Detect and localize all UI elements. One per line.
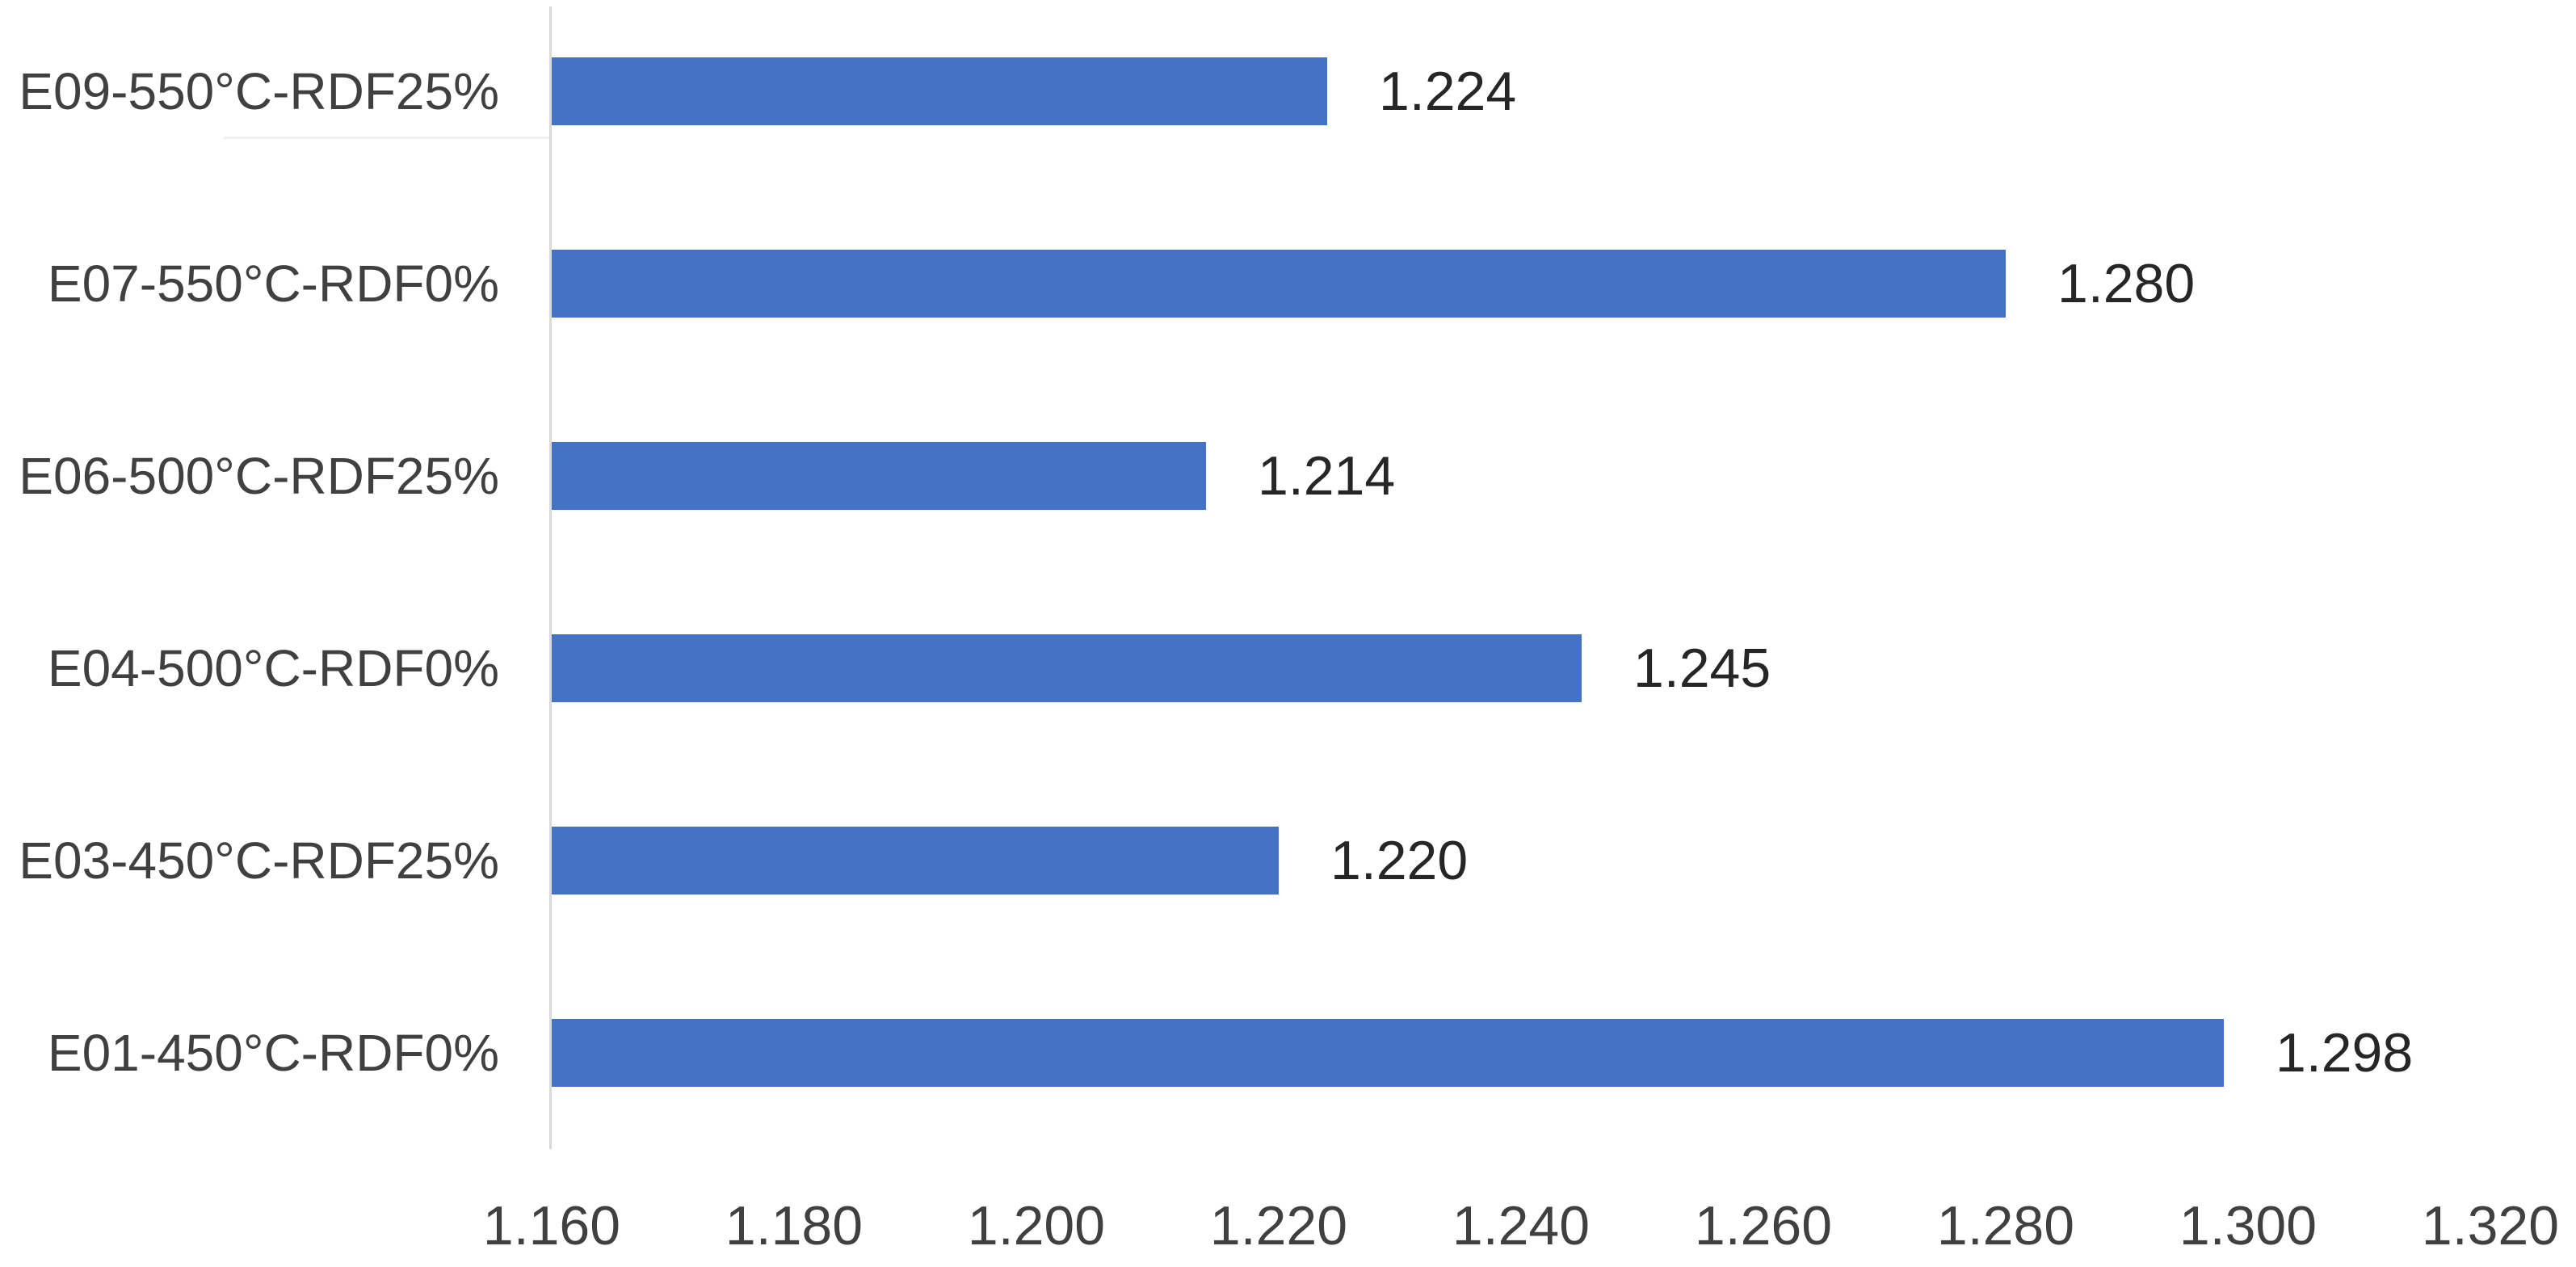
category-label: E04-500°C-RDF0% bbox=[47, 639, 499, 697]
gridline-artifact bbox=[224, 137, 552, 139]
x-axis-tick-label: 1.260 bbox=[1694, 1195, 1833, 1256]
bar bbox=[552, 250, 2006, 318]
category-label: E01-450°C-RDF0% bbox=[47, 1024, 499, 1082]
data-label: 1.220 bbox=[1330, 830, 1469, 891]
bar bbox=[552, 1019, 2224, 1087]
x-axis-tick-label: 1.240 bbox=[1452, 1195, 1591, 1256]
bar bbox=[552, 634, 1582, 702]
x-axis-tick-label: 1.300 bbox=[2179, 1195, 2318, 1256]
category-label: E06-500°C-RDF25% bbox=[19, 447, 499, 505]
data-label: 1.280 bbox=[2057, 253, 2196, 314]
category-label: E07-550°C-RDF0% bbox=[47, 255, 499, 313]
category-axis-line bbox=[549, 6, 552, 1149]
x-axis-tick-label: 1.180 bbox=[725, 1195, 864, 1256]
bar bbox=[552, 827, 1279, 894]
data-label: 1.224 bbox=[1379, 61, 1517, 122]
x-axis-tick-label: 1.160 bbox=[482, 1195, 621, 1256]
bar bbox=[552, 57, 1327, 125]
data-label: 1.298 bbox=[2276, 1022, 2414, 1084]
x-axis-tick-label: 1.320 bbox=[2421, 1195, 2560, 1256]
data-label: 1.245 bbox=[1633, 638, 1771, 699]
x-axis-tick-label: 1.220 bbox=[1209, 1195, 1348, 1256]
category-label: E03-450°C-RDF25% bbox=[19, 831, 499, 890]
bar bbox=[552, 442, 1206, 510]
data-label: 1.214 bbox=[1258, 445, 1396, 507]
x-axis-tick-label: 1.280 bbox=[1936, 1195, 2075, 1256]
category-label: E09-550°C-RDF25% bbox=[19, 62, 499, 120]
x-axis-tick-label: 1.200 bbox=[967, 1195, 1106, 1256]
